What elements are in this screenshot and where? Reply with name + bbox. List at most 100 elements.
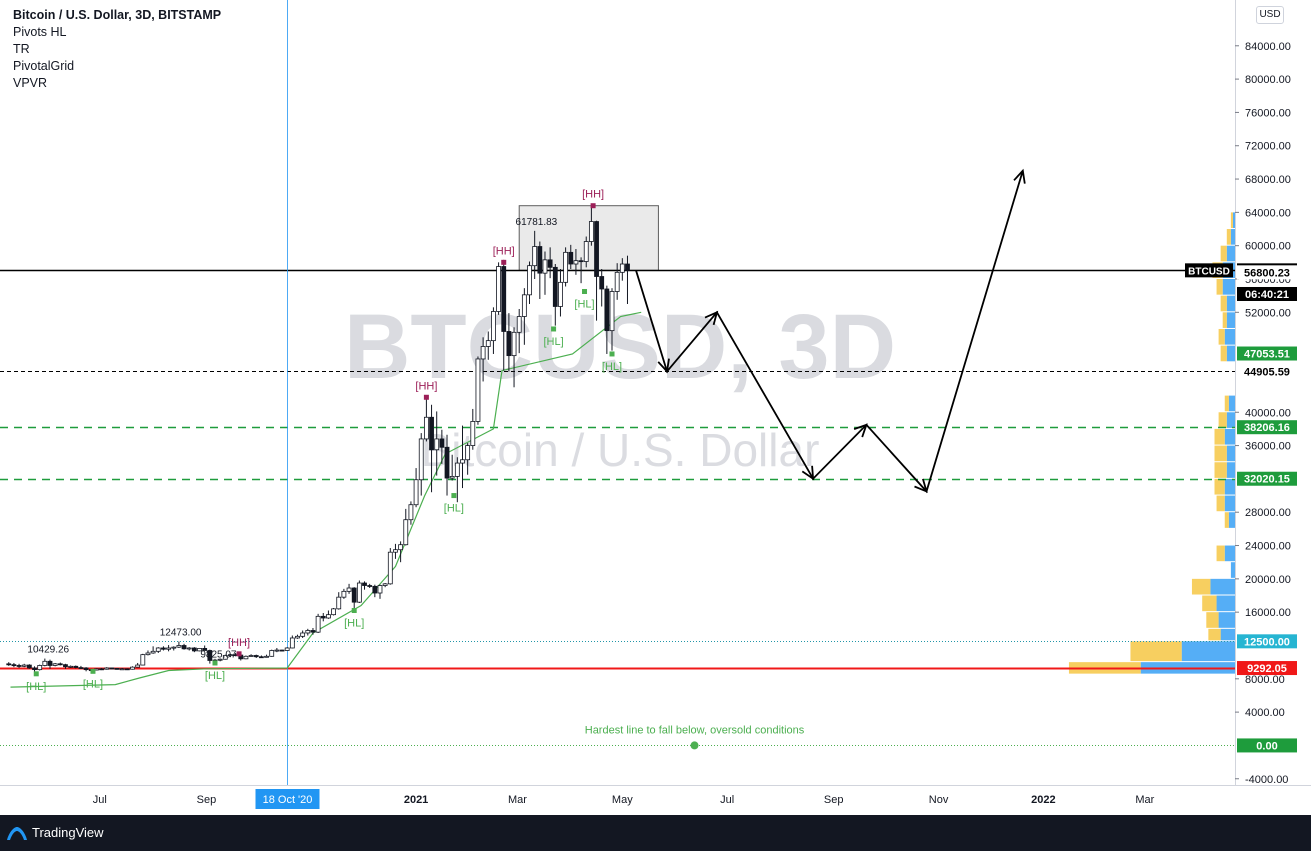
candle-body-down [538, 247, 542, 274]
candle-body-down [161, 648, 165, 649]
candle-body-up [584, 242, 588, 262]
pivot-hl-label: [HL] [602, 361, 622, 373]
price-scale-badge-text: 38206.16 [1244, 422, 1290, 434]
volume-profile-bar-up [1217, 546, 1225, 562]
candle-body-up [141, 655, 145, 665]
candle-body-up [419, 439, 423, 480]
volume-profile-bar-up [1192, 579, 1210, 595]
price-scale-badge-text: 0.00 [1256, 740, 1277, 752]
y-axis-label: 4000.00 [1245, 707, 1285, 719]
pivot-hh-label: [HH] [415, 380, 437, 392]
legend-indicator-pivotalgrid[interactable]: PivotalGrid [13, 58, 221, 75]
volume-profile-bar-down [1229, 512, 1235, 528]
candle-body-up [270, 650, 274, 656]
legend-indicator-pivots[interactable]: Pivots HL [13, 24, 221, 41]
volume-profile-bar-up [1221, 346, 1227, 362]
candle-body-down [440, 439, 444, 447]
legend-indicator-vpvr[interactable]: VPVR [13, 75, 221, 92]
candle-body-down [605, 289, 609, 331]
y-axis-label: 28000.00 [1245, 507, 1291, 519]
x-axis-label: May [612, 794, 633, 806]
volume-profile-bar-down [1219, 612, 1235, 628]
candle-body-up [38, 665, 42, 669]
candle-body-up [306, 630, 310, 632]
volume-profile-bar-up [1217, 279, 1223, 295]
candle-body-up [517, 316, 521, 332]
candle-body-down [352, 588, 356, 602]
candle-body-down [33, 668, 37, 670]
candle-body-up [146, 653, 150, 655]
candle-body-up [615, 272, 619, 291]
candle-body-down [254, 655, 258, 656]
volume-profile-bar-up [1225, 512, 1229, 528]
x-axis-label: Jul [720, 794, 734, 806]
volume-profile-bar-down [1229, 396, 1235, 412]
x-axis-label: 2022 [1031, 794, 1055, 806]
candle-body-down [502, 267, 506, 332]
candle-body-up [265, 656, 269, 657]
candle-body-down [445, 447, 449, 478]
pivot-hl-label: [HL] [574, 298, 594, 310]
tradingview-brand[interactable]: TradingView [32, 825, 104, 840]
volume-profile-bar-down [1225, 479, 1235, 495]
candle-body-down [507, 331, 511, 355]
x-axis-label: Mar [1135, 794, 1154, 806]
crosshair-date-text: 18 Oct '20 [263, 794, 313, 806]
y-axis-label: 40000.00 [1245, 407, 1291, 419]
candle-body-down [553, 267, 557, 306]
candle-body-up [620, 264, 624, 272]
y-axis-label: 24000.00 [1245, 541, 1291, 553]
volume-profile-bar-up [1202, 596, 1216, 612]
y-axis-label: 72000.00 [1245, 141, 1291, 153]
candle-body-up [491, 311, 495, 340]
annotation-dot[interactable] [691, 741, 699, 749]
candle-body-down [17, 665, 21, 666]
candle-body-up [383, 584, 387, 586]
price-scale-badge-text: 56800.23 [1244, 267, 1290, 279]
volume-profile-bar-down [1225, 546, 1235, 562]
candle-body-up [497, 267, 501, 312]
tradingview-logo-icon[interactable] [6, 825, 28, 841]
candle-body-up [610, 291, 614, 330]
currency-button[interactable]: USD [1256, 6, 1284, 24]
candle-body-down [625, 264, 629, 270]
candle-body-down [280, 650, 284, 651]
candle-body-up [301, 633, 305, 636]
price-chart[interactable]: BTCUSD, 3D Bitcoin / U.S. Dollar 10429.26 1… [0, 0, 1311, 815]
volume-profile-bar-down [1225, 429, 1235, 445]
volume-profile-bar-down [1233, 212, 1235, 228]
candle-body-up [522, 295, 526, 317]
pivot-hl-marker [551, 326, 556, 331]
volume-profile-bar-down [1227, 446, 1235, 462]
candle-body-up [69, 666, 73, 667]
candle-body-up [435, 439, 439, 450]
candle-body-up [316, 616, 320, 632]
candle-body-up [574, 261, 578, 264]
volume-profile-bar-down [1221, 629, 1235, 640]
candle-body-up [589, 222, 593, 242]
candle-body-up [342, 591, 346, 597]
candle-body-up [424, 417, 428, 439]
candle-body-up [43, 661, 47, 665]
price-label: 61781.83 [516, 217, 558, 228]
candle-body-down [579, 261, 583, 262]
volume-profile-bar-down [1223, 279, 1235, 295]
pivot-hl-label: [HL] [205, 670, 225, 682]
candle-body-down [58, 664, 62, 665]
candle-body-down [182, 645, 186, 648]
volume-profile-bar-up [1225, 396, 1229, 412]
candle-body-up [404, 520, 408, 545]
candle-body-up [285, 648, 289, 650]
volume-profile-bar-up [1219, 329, 1225, 345]
candle-body-up [151, 651, 155, 653]
candle-body-down [600, 277, 604, 289]
legend-indicator-tr[interactable]: TR [13, 41, 221, 58]
candle-body-up [378, 586, 382, 593]
price-scale-badge-text: 12500.00 [1244, 636, 1290, 648]
candle-body-up [167, 648, 171, 649]
candle-body-down [63, 665, 67, 667]
price-label: 12473.00 [160, 628, 202, 639]
pivot-hl-label: [HL] [83, 678, 103, 690]
x-axis-label: Mar [508, 794, 527, 806]
